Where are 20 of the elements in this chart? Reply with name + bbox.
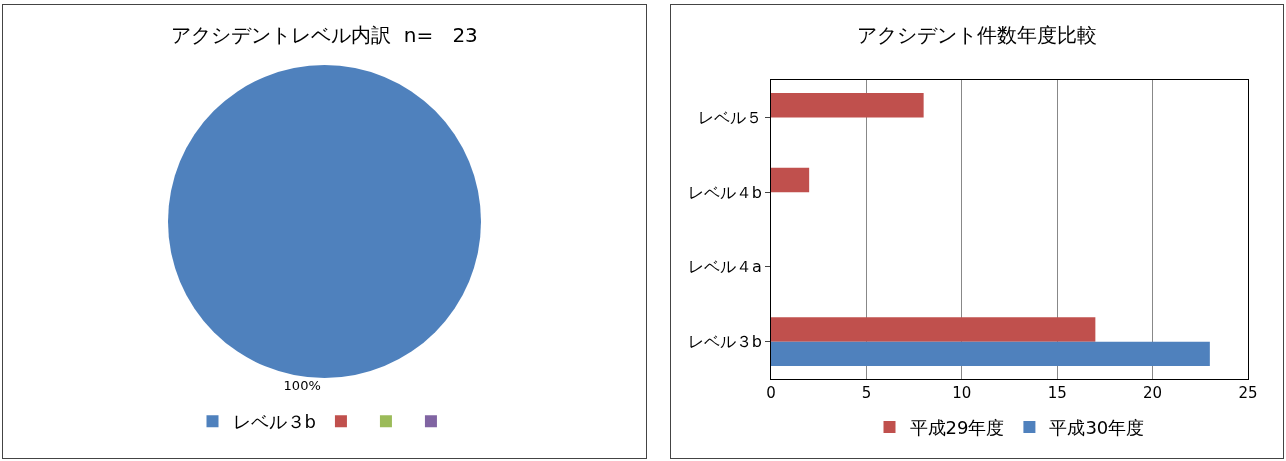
legend-label: レベル３b	[232, 411, 316, 433]
x-tick-label: 0	[766, 384, 776, 402]
y-tick-label: レベル３b	[687, 332, 762, 352]
data-label: 100%	[283, 378, 321, 393]
y-tick-label: レベル４b	[687, 182, 762, 202]
bar	[771, 341, 1210, 366]
bar	[771, 317, 1096, 342]
bar	[771, 167, 810, 193]
x-tick-label: 20	[1143, 384, 1163, 402]
x-tick-label: 10	[952, 384, 972, 402]
y-tick-label: レベル４a	[687, 257, 762, 277]
x-tick-label: 25	[1238, 384, 1258, 402]
bar	[771, 93, 924, 118]
legend-label: 平成29年度	[909, 417, 1005, 439]
chart-title: アクシデント件数年度比較	[857, 22, 1097, 47]
y-tick-label: レベル５	[697, 107, 762, 127]
chart-title: アクシデントレベル内訳 n= 23	[171, 22, 478, 47]
x-tick-label: 15	[1047, 384, 1067, 402]
legend-label: 平成30年度	[1049, 417, 1145, 439]
x-tick-label: 5	[861, 384, 872, 402]
